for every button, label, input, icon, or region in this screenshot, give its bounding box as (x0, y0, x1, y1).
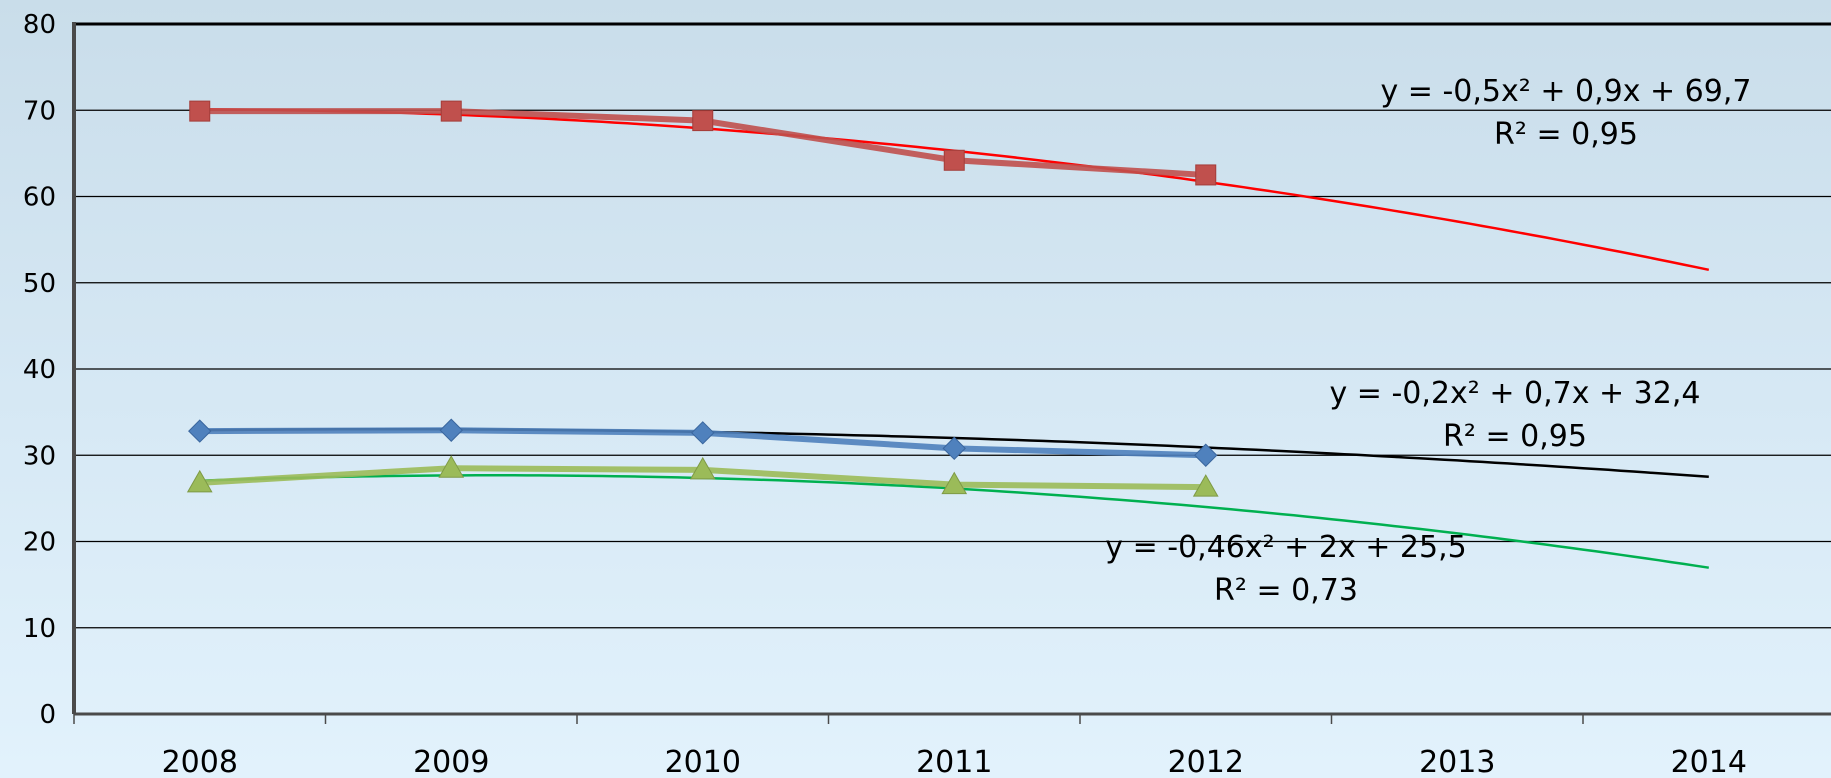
x-tick-label-2012: 2012 (1168, 745, 1244, 778)
y-tick-label-0: 0 (39, 700, 56, 730)
y-tick-label-70: 70 (23, 96, 56, 126)
trendlines (199, 108, 1710, 569)
y-tick-label-30: 30 (23, 441, 56, 471)
series-0-point-0 (189, 100, 211, 122)
series-1-point-0 (188, 419, 212, 443)
trendline-green-r2: R² = 0,73 (1214, 573, 1358, 608)
trendline-black-r2: R² = 0,95 (1443, 419, 1587, 454)
series-0-point-3 (943, 149, 965, 171)
x-tick-label-2010: 2010 (665, 745, 741, 778)
axes: 0 10 20 30 40 50 60 70 80 2008 2009 2010 2011 2012 201… (23, 10, 1831, 778)
x-tick-label-2014: 2014 (1671, 745, 1747, 778)
series-2-point-4 (1192, 474, 1219, 497)
trendline-black-equation: y = -0,2x² + 0,7x + 32,4 (1330, 376, 1701, 411)
trendline-red-equation: y = -0,5x² + 0,9x + 69,7 (1381, 74, 1752, 109)
y-tick-label-80: 80 (23, 10, 56, 40)
trendline-green-equation: y = -0,46x² + 2x + 25,5 (1105, 530, 1466, 565)
series-1-point-2 (691, 421, 715, 445)
trendline-labels: y = -0,5x² + 0,9x + 69,7 R² = 0,95 y = -… (1105, 74, 1751, 608)
series-2-point-1 (438, 455, 465, 478)
trendline-red-r2: R² = 0,95 (1494, 117, 1638, 152)
x-tick-label-2011: 2011 (916, 745, 992, 778)
series-0-point-4 (1195, 164, 1217, 186)
series-1-point-1 (439, 418, 463, 442)
series-2-point-0 (186, 469, 213, 493)
data-series (186, 100, 1219, 497)
series-2-point-3 (941, 471, 968, 495)
y-tick-label-60: 60 (23, 183, 56, 213)
series-0-point-1 (440, 100, 462, 122)
x-tick-label-2013: 2013 (1419, 745, 1495, 778)
gridlines (74, 22, 1831, 629)
x-tick-label-2008: 2008 (162, 745, 238, 778)
series-1-point-4 (1194, 443, 1218, 467)
y-tick-label-40: 40 (23, 355, 56, 385)
series-2-point-2 (689, 456, 716, 480)
x-tick-label-2009: 2009 (413, 745, 489, 778)
trendline-0 (199, 108, 1710, 272)
y-tick-label-50: 50 (23, 269, 56, 299)
series-1-point-3 (942, 436, 966, 461)
series-0-point-2 (692, 110, 714, 132)
y-tick-label-20: 20 (23, 528, 56, 558)
y-tick-label-10: 10 (23, 614, 56, 644)
